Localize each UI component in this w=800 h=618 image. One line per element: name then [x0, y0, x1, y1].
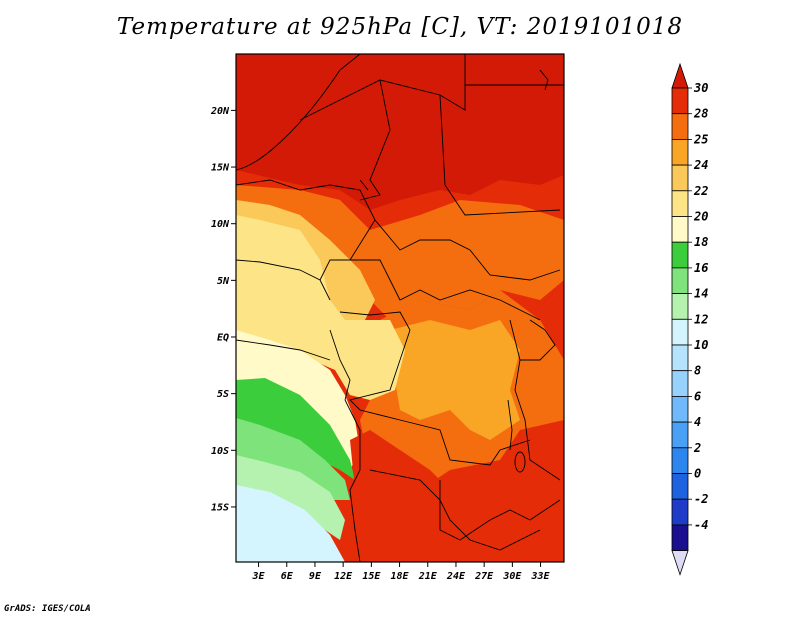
- field-28-sw: [345, 430, 564, 562]
- colorbar-swatch: [671, 318, 689, 346]
- lat-label: 20N: [210, 106, 230, 117]
- colorbar-label: -4: [694, 518, 708, 532]
- colorbar-label: 25: [693, 132, 708, 146]
- lat-label: 15N: [211, 163, 230, 174]
- colorbar-label: 14: [694, 287, 708, 301]
- lon-label: 30E: [502, 571, 522, 582]
- lat-label: 10S: [211, 446, 229, 457]
- field-14: [236, 455, 345, 540]
- lon-label: 15E: [362, 571, 381, 582]
- colorbar-label: 10: [694, 338, 708, 352]
- colorbar-label: 16: [694, 261, 708, 275]
- colorbar-swatch: [671, 421, 689, 449]
- lon-label: 27E: [474, 571, 494, 582]
- lon-label: 9E: [309, 571, 322, 582]
- colorbar-swatch: [671, 447, 689, 474]
- colorbar-label: 24: [693, 158, 708, 172]
- colorbar-swatch: [671, 87, 689, 115]
- colorbar-low-arrow: [671, 550, 689, 576]
- colorbar-label: 6: [694, 389, 701, 403]
- colorbar-swatch: [671, 395, 689, 423]
- field-18: [236, 378, 355, 480]
- colorbar-swatch: [671, 164, 689, 192]
- colorbar-swatch: [671, 267, 689, 294]
- colorbar-swatch: [671, 473, 689, 500]
- lon-label: 18E: [391, 571, 410, 582]
- colorbar-swatch: [671, 498, 689, 526]
- colorbar-swatch: [671, 293, 689, 320]
- colorbar-swatch: [671, 524, 689, 552]
- field-25: [390, 320, 520, 440]
- colorbar-label: -2: [694, 492, 708, 506]
- lat-label: 10N: [211, 219, 230, 230]
- lon-label: 3E: [252, 571, 266, 582]
- longitude-axis: 3E 6E 9E 12E 15E 18E 21E 24E 27E 30E 33E: [252, 562, 551, 582]
- map-title: Temperature at 925hPa [C], VT: 201910101…: [116, 14, 684, 40]
- lat-label: EQ: [217, 333, 229, 344]
- temperature-field: [236, 54, 564, 562]
- field-16: [236, 418, 350, 500]
- field-28: [236, 185, 564, 320]
- colorbar-high-arrow: [671, 62, 689, 89]
- latitude-axis: 20N 15N 10N 5N EQ 5S 10S 15S: [210, 106, 236, 513]
- colorbar-swatch: [671, 113, 689, 140]
- colorbar-swatch: [671, 370, 689, 397]
- colorbar-swatch: [671, 138, 689, 166]
- field-12: [236, 485, 345, 562]
- lat-label: 5S: [217, 389, 229, 400]
- lon-label: 33E: [531, 571, 551, 582]
- colorbar-swatch: [671, 216, 689, 243]
- lon-label: 24E: [446, 571, 466, 582]
- colorbar-label: 20: [693, 210, 708, 224]
- lon-label: 6E: [281, 571, 294, 582]
- lakes: [359, 69, 549, 473]
- colorbar-swatch: [671, 241, 689, 269]
- country-borders: [236, 54, 564, 562]
- colorbar-label: 12: [694, 312, 708, 326]
- lat-label: 15S: [211, 502, 229, 513]
- colorbar-label: 4: [694, 415, 701, 429]
- lon-label: 21E: [418, 571, 438, 582]
- colorbar-swatch: [671, 344, 689, 372]
- colorbar-label: 22: [693, 184, 708, 198]
- colorbar-label: 8: [694, 364, 701, 378]
- colorbar-label: 18: [694, 235, 708, 249]
- colorbar-label: 2: [693, 441, 701, 455]
- colorbar-swatch: [671, 190, 689, 217]
- field-22: [236, 215, 405, 400]
- field-north-hottest: [236, 54, 564, 210]
- lat-label: 5N: [217, 276, 230, 287]
- credit-text: GrADS: IGES/COLA: [4, 604, 91, 614]
- lon-label: 12E: [334, 571, 353, 582]
- colorbar-label: 30: [693, 81, 708, 95]
- colorbar-label: 28: [693, 107, 708, 121]
- colorbar-label: 0: [694, 467, 701, 481]
